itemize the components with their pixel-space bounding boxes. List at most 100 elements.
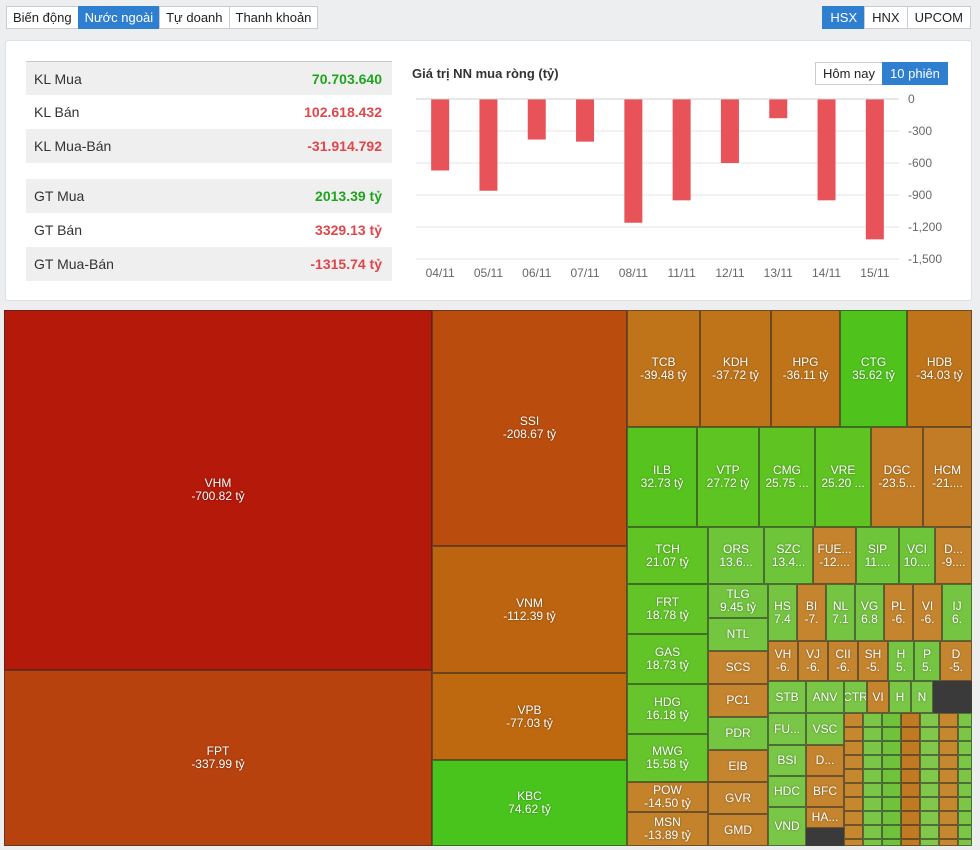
treemap-small-tile[interactable] [958, 825, 972, 839]
treemap-tile-cii[interactable]: CII -6. [828, 641, 858, 681]
treemap-tile-vj[interactable]: VJ -6. [798, 641, 828, 681]
treemap-small-tile[interactable] [844, 783, 863, 797]
treemap-small-tile[interactable] [958, 811, 972, 825]
treemap-small-tile[interactable] [844, 839, 863, 846]
bar-15-11[interactable] [865, 99, 884, 240]
treemap-tile-frt[interactable]: FRT 18.78 tỷ [627, 584, 708, 634]
treemap-small-tile[interactable] [882, 755, 901, 769]
treemap-small-tile[interactable] [863, 811, 882, 825]
treemap-tile-fpt[interactable]: FPT -337.99 tỷ [4, 670, 432, 846]
treemap-tile-p[interactable]: P 5. [914, 641, 940, 681]
treemap-tile-ntl[interactable]: NTL [708, 618, 768, 651]
treemap-tile-gvr[interactable]: GVR [708, 782, 768, 814]
treemap-small-tile[interactable] [939, 811, 958, 825]
treemap-small-tile[interactable] [901, 769, 920, 783]
treemap-small-tile[interactable] [958, 755, 972, 769]
bar-11-11[interactable] [672, 99, 691, 201]
treemap-small-tile[interactable] [958, 769, 972, 783]
treemap-tile-hs[interactable]: HS 7.4 [768, 584, 797, 641]
treemap-small-tile[interactable] [882, 797, 901, 811]
treemap-tile-vtp[interactable]: VTP 27.72 tỷ [697, 427, 759, 527]
treemap-small-tile[interactable] [920, 769, 939, 783]
treemap-small-tile[interactable] [958, 839, 972, 846]
treemap-small-tile[interactable] [939, 839, 958, 846]
treemap-tile-mwg[interactable]: MWG 15.58 tỷ [627, 734, 708, 782]
bar-06-11[interactable] [527, 99, 546, 140]
treemap-tile-eib[interactable]: EIB [708, 750, 768, 782]
treemap-small-tile[interactable] [920, 825, 939, 839]
treemap-small-tile[interactable] [844, 825, 863, 839]
treemap-tile-tch[interactable]: TCH 21.07 tỷ [627, 527, 708, 584]
treemap-small-tile[interactable] [939, 783, 958, 797]
treemap-small-tile[interactable] [844, 741, 863, 755]
tab-bien-dong[interactable]: Biến động [6, 6, 79, 29]
treemap-tile-ctr[interactable]: CTR [844, 681, 867, 713]
treemap-tile-vi[interactable]: VI [867, 681, 889, 713]
treemap-tile-ctg[interactable]: CTG 35.62 tỷ [840, 310, 907, 427]
treemap-tile-pdr[interactable]: PDR [708, 717, 768, 750]
treemap-tile-hdc[interactable]: HDC [768, 776, 806, 807]
bar-08-11[interactable] [624, 99, 643, 223]
treemap-tile-fu[interactable]: FU... [768, 713, 806, 745]
treemap-tile-vsc[interactable]: VSC [806, 713, 844, 745]
treemap-tile-sh[interactable]: SH -5. [858, 641, 888, 681]
treemap-tile-nl[interactable]: NL 7.1 [826, 584, 855, 641]
tab-tu-doanh[interactable]: Tự doanh [159, 6, 230, 29]
treemap-small-tile[interactable] [958, 741, 972, 755]
treemap-tile-gas[interactable]: GAS 18.73 tỷ [627, 634, 708, 684]
treemap-small-tile[interactable] [920, 755, 939, 769]
treemap-small-tile[interactable] [863, 769, 882, 783]
treemap-tile-tlg[interactable]: TLG 9.45 tỷ [708, 584, 768, 618]
treemap-small-tile[interactable] [882, 839, 901, 846]
treemap-small-tile[interactable] [863, 713, 882, 727]
treemap-tile-hdb[interactable]: HDB -34.03 tỷ [907, 310, 972, 427]
treemap-small-tile[interactable] [882, 713, 901, 727]
treemap-small-tile[interactable] [844, 727, 863, 741]
treemap-small-tile[interactable] [882, 727, 901, 741]
treemap-small-tile[interactable] [958, 713, 972, 727]
treemap-small-tile[interactable] [863, 797, 882, 811]
treemap-small-tile[interactable] [920, 741, 939, 755]
treemap-tile-pow[interactable]: POW -14.50 tỷ [627, 782, 708, 812]
tab-thanh-khoan[interactable]: Thanh khoản [228, 6, 319, 29]
treemap-tile-gmd[interactable]: GMD [708, 814, 768, 846]
tab-nuoc-ngoai[interactable]: Nước ngoài [77, 6, 161, 29]
treemap-tile-hdg[interactable]: HDG 16.18 tỷ [627, 684, 708, 734]
treemap-tile-sip[interactable]: SIP 11.... [856, 527, 899, 584]
treemap-tile-vi[interactable]: VI -6. [913, 584, 942, 641]
treemap-tile-vci[interactable]: VCI 10.... [899, 527, 935, 584]
tab-hnx[interactable]: HNX [864, 6, 908, 29]
treemap-tile-vre[interactable]: VRE 25.20 ... [815, 427, 871, 527]
treemap-small-tile[interactable] [901, 727, 920, 741]
treemap-small-tile[interactable] [939, 825, 958, 839]
treemap-small-tile[interactable] [920, 727, 939, 741]
treemap-small-tile[interactable] [920, 839, 939, 846]
treemap-small-tile[interactable] [958, 797, 972, 811]
treemap-tile-dgc[interactable]: DGC -23.5... [871, 427, 923, 527]
bar-04-11[interactable] [431, 99, 450, 171]
treemap-tile-bsi[interactable]: BSI [768, 745, 806, 776]
treemap-tile-scs[interactable]: SCS [708, 651, 768, 684]
treemap-small-tile[interactable] [863, 839, 882, 846]
treemap-small-tile[interactable] [939, 741, 958, 755]
treemap-tile-vhm[interactable]: VHM -700.82 tỷ [4, 310, 432, 670]
treemap-tile-tcb[interactable]: TCB -39.48 tỷ [627, 310, 700, 427]
treemap-tile-d[interactable]: D -5. [940, 641, 972, 681]
treemap-small-tile[interactable] [882, 783, 901, 797]
treemap-small-tile[interactable] [939, 769, 958, 783]
treemap-small-tile[interactable] [863, 783, 882, 797]
treemap-tile-ij[interactable]: IJ 6. [942, 584, 972, 641]
treemap-tile-hpg[interactable]: HPG -36.11 tỷ [771, 310, 840, 427]
treemap-small-tile[interactable] [939, 797, 958, 811]
treemap-small-tile[interactable] [882, 769, 901, 783]
treemap-small-tile[interactable] [863, 825, 882, 839]
treemap-small-tile[interactable] [844, 811, 863, 825]
treemap-tile-vh[interactable]: VH -6. [768, 641, 798, 681]
treemap-small-tile[interactable] [844, 797, 863, 811]
treemap-small-tile[interactable] [901, 713, 920, 727]
treemap-small-tile[interactable] [939, 727, 958, 741]
treemap-tile-vg[interactable]: VG 6.8 [855, 584, 884, 641]
treemap-small-tile[interactable] [863, 727, 882, 741]
treemap-tile-d[interactable]: D... [806, 745, 844, 776]
treemap-small-tile[interactable] [901, 797, 920, 811]
